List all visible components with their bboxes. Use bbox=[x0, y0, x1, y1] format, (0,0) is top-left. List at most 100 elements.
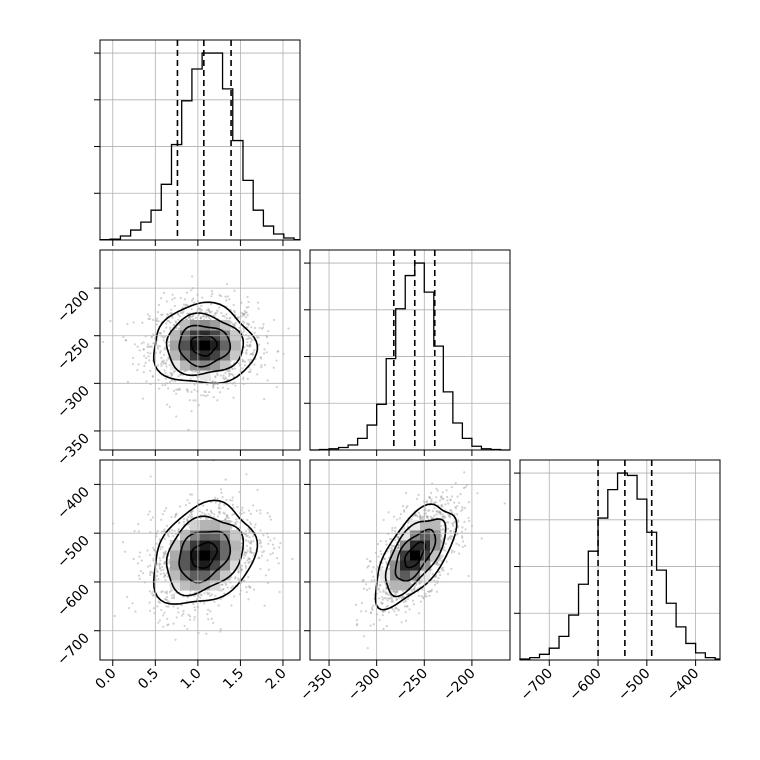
scatter-point bbox=[156, 569, 159, 572]
scatter-point bbox=[229, 498, 232, 502]
scatter-point bbox=[163, 551, 167, 554]
scatter-point bbox=[187, 515, 190, 519]
scatter-point bbox=[246, 295, 249, 299]
scatter-point bbox=[247, 305, 250, 309]
scatter-point bbox=[242, 330, 245, 333]
scatter-point bbox=[158, 332, 161, 335]
scatter-point bbox=[157, 621, 160, 624]
scatter-point bbox=[258, 556, 261, 559]
scatter-point bbox=[246, 344, 249, 347]
scatter-point bbox=[249, 586, 252, 589]
scatter-point bbox=[176, 312, 180, 316]
scatter-point bbox=[249, 546, 252, 550]
scatter-point bbox=[214, 594, 217, 597]
scatter-point bbox=[440, 560, 443, 563]
scatter-point bbox=[232, 506, 235, 509]
scatter-point bbox=[217, 511, 220, 514]
y-tick-label: −400 bbox=[54, 484, 93, 523]
density-cell bbox=[200, 570, 211, 581]
scatter-point bbox=[418, 515, 422, 518]
scatter-point bbox=[266, 379, 269, 382]
scatter-point bbox=[419, 517, 422, 520]
scatter-point bbox=[205, 632, 208, 635]
density-cell bbox=[410, 520, 421, 531]
scatter-point bbox=[220, 311, 223, 315]
scatter-point bbox=[136, 562, 140, 565]
density-cell bbox=[400, 580, 411, 591]
scatter-point bbox=[141, 321, 144, 324]
scatter-point bbox=[273, 318, 276, 322]
scatter-point bbox=[452, 530, 456, 533]
scatter-point bbox=[178, 521, 181, 524]
scatter-point bbox=[450, 511, 454, 514]
scatter-point bbox=[206, 394, 209, 397]
density-cell bbox=[230, 530, 241, 541]
scatter-point bbox=[396, 591, 399, 594]
scatter-point bbox=[227, 370, 230, 373]
scatter-point bbox=[168, 341, 171, 344]
scatter-point bbox=[435, 561, 439, 564]
density-cell bbox=[190, 580, 201, 591]
scatter-point bbox=[177, 611, 180, 614]
scatter-point bbox=[180, 373, 183, 376]
scatter-point bbox=[138, 577, 141, 580]
scatter-point bbox=[261, 551, 264, 554]
scatter-point bbox=[435, 496, 438, 499]
scatter-point bbox=[206, 591, 209, 594]
scatter-point bbox=[216, 386, 219, 389]
scatter-point bbox=[240, 301, 243, 304]
scatter-point bbox=[414, 514, 417, 517]
scatter-point bbox=[165, 359, 168, 362]
scatter-point bbox=[209, 594, 212, 598]
scatter-point bbox=[207, 390, 211, 394]
density-cell bbox=[180, 360, 191, 371]
scatter-point bbox=[163, 369, 166, 372]
scatter-point bbox=[164, 598, 167, 601]
scatter-point bbox=[240, 509, 243, 512]
scatter-point bbox=[178, 315, 181, 318]
scatter-point bbox=[218, 502, 222, 505]
scatter-point bbox=[250, 337, 253, 340]
density-cell bbox=[200, 540, 211, 551]
scatter-point bbox=[244, 554, 247, 557]
scatter-point bbox=[457, 519, 460, 522]
scatter-point bbox=[158, 619, 161, 622]
scatter-point bbox=[457, 544, 461, 547]
density-cell bbox=[180, 320, 191, 331]
scatter-point bbox=[256, 301, 260, 304]
scatter-point bbox=[167, 387, 170, 390]
density-cell bbox=[180, 340, 191, 351]
scatter-point bbox=[425, 595, 428, 598]
scatter-point bbox=[406, 525, 409, 528]
scatter-point bbox=[245, 551, 248, 554]
density-cell bbox=[200, 320, 211, 331]
scatter-point bbox=[168, 590, 171, 594]
scatter-point bbox=[428, 589, 432, 593]
scatter-point bbox=[163, 335, 167, 338]
scatter-point bbox=[212, 621, 215, 624]
scatter-point bbox=[401, 504, 404, 508]
scatter-point bbox=[240, 568, 244, 571]
scatter-point bbox=[395, 590, 398, 593]
density-cell bbox=[430, 550, 441, 561]
scatter-point bbox=[166, 313, 169, 316]
scatter-point bbox=[228, 370, 231, 373]
scatter-point bbox=[186, 390, 190, 393]
scatter-point bbox=[369, 611, 373, 614]
density-cell bbox=[220, 330, 231, 341]
scatter-point bbox=[142, 348, 145, 351]
scatter-point bbox=[428, 590, 431, 594]
scatter-point bbox=[233, 324, 236, 327]
panel-frame bbox=[309, 459, 511, 661]
scatter-point bbox=[404, 491, 408, 495]
scatter-point bbox=[214, 501, 217, 504]
scatter-point bbox=[393, 591, 396, 594]
density-cell bbox=[210, 340, 221, 351]
scatter-point bbox=[453, 501, 456, 504]
scatter-point bbox=[361, 579, 364, 582]
scatter-point bbox=[216, 373, 219, 377]
scatter-point bbox=[241, 506, 244, 509]
scatter-point bbox=[201, 511, 204, 514]
scatter-point bbox=[253, 348, 256, 352]
scatter-point bbox=[237, 578, 240, 582]
